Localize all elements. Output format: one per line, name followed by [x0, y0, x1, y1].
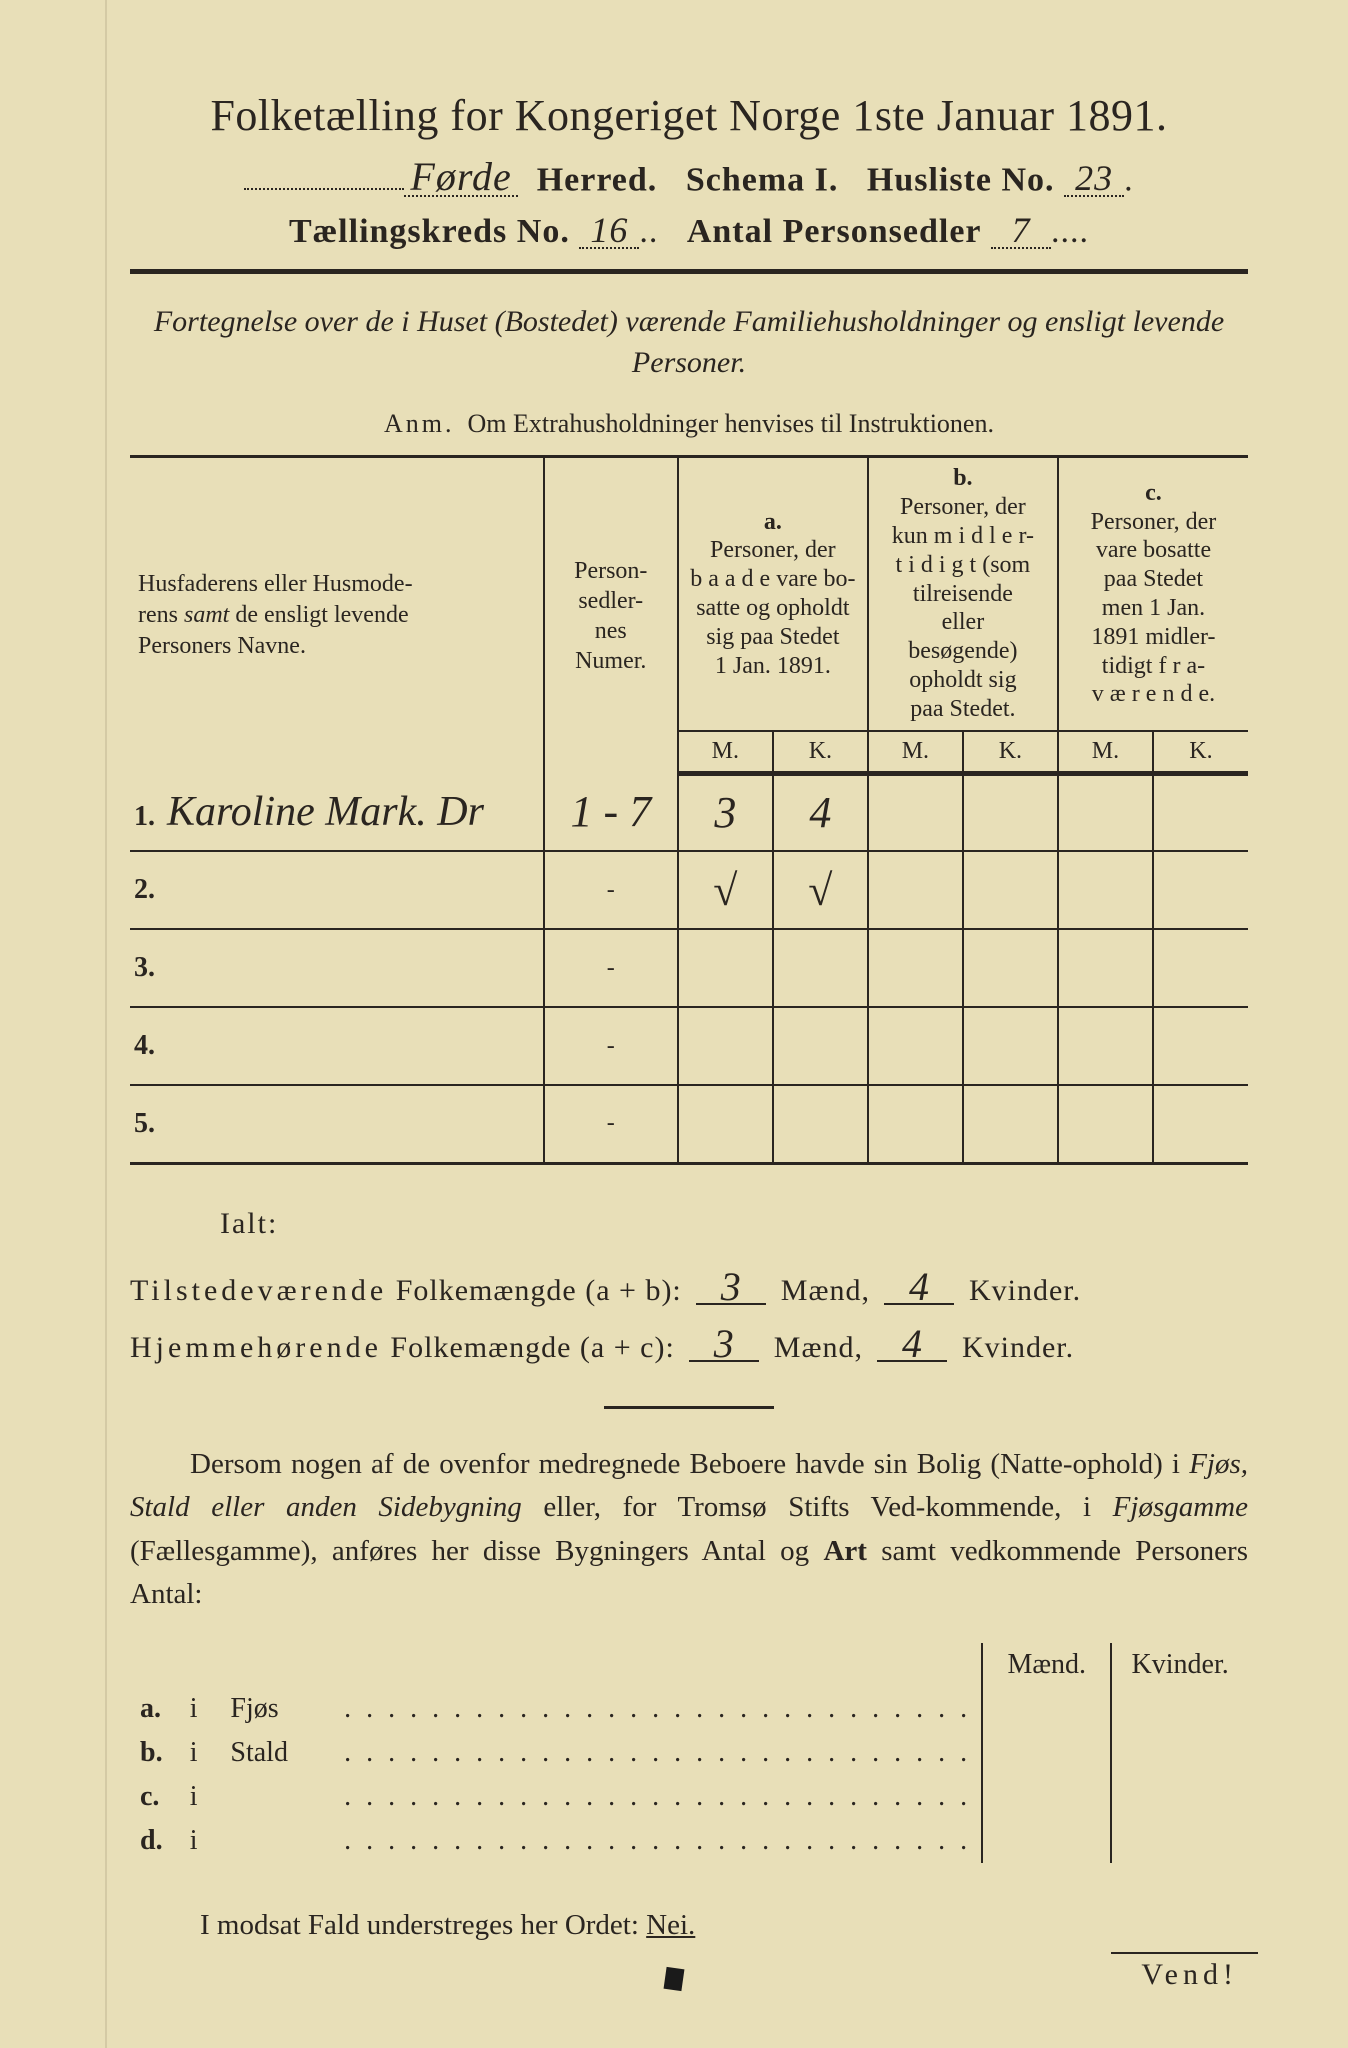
- subtitle: Fortegnelse over de i Huset (Bostedet) v…: [130, 302, 1248, 383]
- mk-a-m: M.: [678, 731, 773, 774]
- totals-row-1: Tilstedeværende Folkemængde (a + b): 3 M…: [130, 1262, 1248, 1319]
- mk-c-m: M.: [1058, 731, 1153, 774]
- folkemaengde-ac: Folkemængde (a + c):: [390, 1331, 674, 1364]
- divider-short: [604, 1406, 774, 1409]
- ialt-label: Ialt:: [220, 1195, 1248, 1252]
- ac-kvinder-value: 4: [877, 1328, 947, 1362]
- main-table: Husfaderens eller Husmode-rens samt de e…: [130, 458, 1248, 1164]
- divider-thick: [130, 269, 1248, 274]
- building-table: Mænd. Kvinder. a.iFjøs. . . . . . . . . …: [130, 1643, 1248, 1863]
- husliste-value: 23: [1064, 162, 1124, 196]
- building-row: d.i. . . . . . . . . . . . . . . . . . .…: [130, 1819, 1248, 1863]
- building-paragraph: Dersom nogen af de ovenfor medregnede Be…: [130, 1443, 1248, 1617]
- antal-label: Antal Personsedler: [687, 213, 982, 250]
- anm-line: Anm. Om Extrahusholdninger henvises til …: [130, 409, 1248, 439]
- ink-blot: [664, 1967, 685, 1991]
- herred-label: Herred.: [537, 161, 658, 198]
- blank-before-herred: [244, 153, 404, 190]
- ab-maend-value: 3: [696, 1271, 766, 1305]
- kreds-label: Tællingskreds No.: [289, 213, 570, 250]
- col-c-label: c.: [1145, 480, 1162, 506]
- col-header-b: b. Personer, derkun m i d l e r-t i d i …: [868, 458, 1058, 730]
- kvinder-label-1: Kvinder.: [969, 1274, 1081, 1307]
- husliste-label: Husliste No.: [867, 161, 1055, 198]
- building-row: a.iFjøs. . . . . . . . . . . . . . . . .…: [130, 1687, 1248, 1731]
- kvinder-label-2: Kvinder.: [962, 1331, 1074, 1364]
- folkemaengde-ab: Folkemængde (a + b):: [396, 1274, 682, 1307]
- table-row: 5.-: [130, 1085, 1248, 1163]
- antal-value: 7: [991, 214, 1051, 248]
- page-title: Folketælling for Kongeriget Norge 1ste J…: [130, 90, 1248, 141]
- mk-a-k: K.: [773, 731, 868, 774]
- hjemme-label: Hjemmehørende: [130, 1331, 382, 1364]
- col-header-a: a. Personer, derb a a d e vare bo-satte …: [678, 458, 868, 730]
- mk-b-k: K.: [963, 731, 1058, 774]
- col-header-name: Husfaderens eller Husmode-rens samt de e…: [130, 458, 544, 773]
- anm-text: Om Extrahusholdninger henvises til Instr…: [468, 409, 994, 438]
- bt-kvinder-header: Kvinder.: [1111, 1643, 1248, 1687]
- tilstede-label: Tilstedeværende: [130, 1274, 387, 1307]
- col-a-label: a.: [764, 509, 782, 535]
- mk-b-m: M.: [868, 731, 963, 774]
- building-row: c.i. . . . . . . . . . . . . . . . . . .…: [130, 1775, 1248, 1819]
- col-header-numer: Person-sedler-nesNumer.: [544, 458, 678, 773]
- maend-label-1: Mænd,: [781, 1274, 870, 1307]
- table-row: 2.-√√: [130, 851, 1248, 929]
- modsat-text: I modsat Fald understreges her Ordet:: [200, 1909, 639, 1941]
- modsat-line: I modsat Fald understreges her Ordet: Ne…: [200, 1909, 1248, 1942]
- mk-c-k: K.: [1153, 731, 1248, 774]
- anm-lead: Anm.: [384, 409, 455, 438]
- ac-maend-value: 3: [689, 1328, 759, 1362]
- totals-row-2: Hjemmehørende Folkemængde (a + c): 3 Mæn…: [130, 1319, 1248, 1376]
- census-form-page: Folketælling for Kongeriget Norge 1ste J…: [0, 0, 1348, 2048]
- vend-label: Vend!: [1141, 1958, 1238, 1992]
- header-line-2: Førde Herred. Schema I. Husliste No. 23.: [130, 153, 1248, 199]
- table-row: 4.-: [130, 1007, 1248, 1085]
- table-row: 3.-: [130, 929, 1248, 1007]
- bt-maend-header: Mænd.: [982, 1643, 1111, 1687]
- herred-value: Førde: [404, 159, 517, 197]
- schema-label: Schema I.: [686, 161, 839, 198]
- col-b-label: b.: [953, 465, 972, 491]
- table-row: 1.Karoline Mark. Dr1 - 734: [130, 773, 1248, 851]
- kreds-value: 16: [579, 214, 639, 248]
- ab-kvinder-value: 4: [884, 1271, 954, 1305]
- nei-word: Nei.: [646, 1909, 695, 1941]
- col-header-c: c. Personer, dervare bosattepaa Stedetme…: [1058, 458, 1248, 730]
- building-row: b.iStald. . . . . . . . . . . . . . . . …: [130, 1731, 1248, 1775]
- header-line-3: Tællingskreds No. 16.. Antal Personsedle…: [130, 213, 1248, 251]
- maend-label-2: Mænd,: [774, 1331, 863, 1364]
- totals-block: Ialt: Tilstedeværende Folkemængde (a + b…: [130, 1195, 1248, 1376]
